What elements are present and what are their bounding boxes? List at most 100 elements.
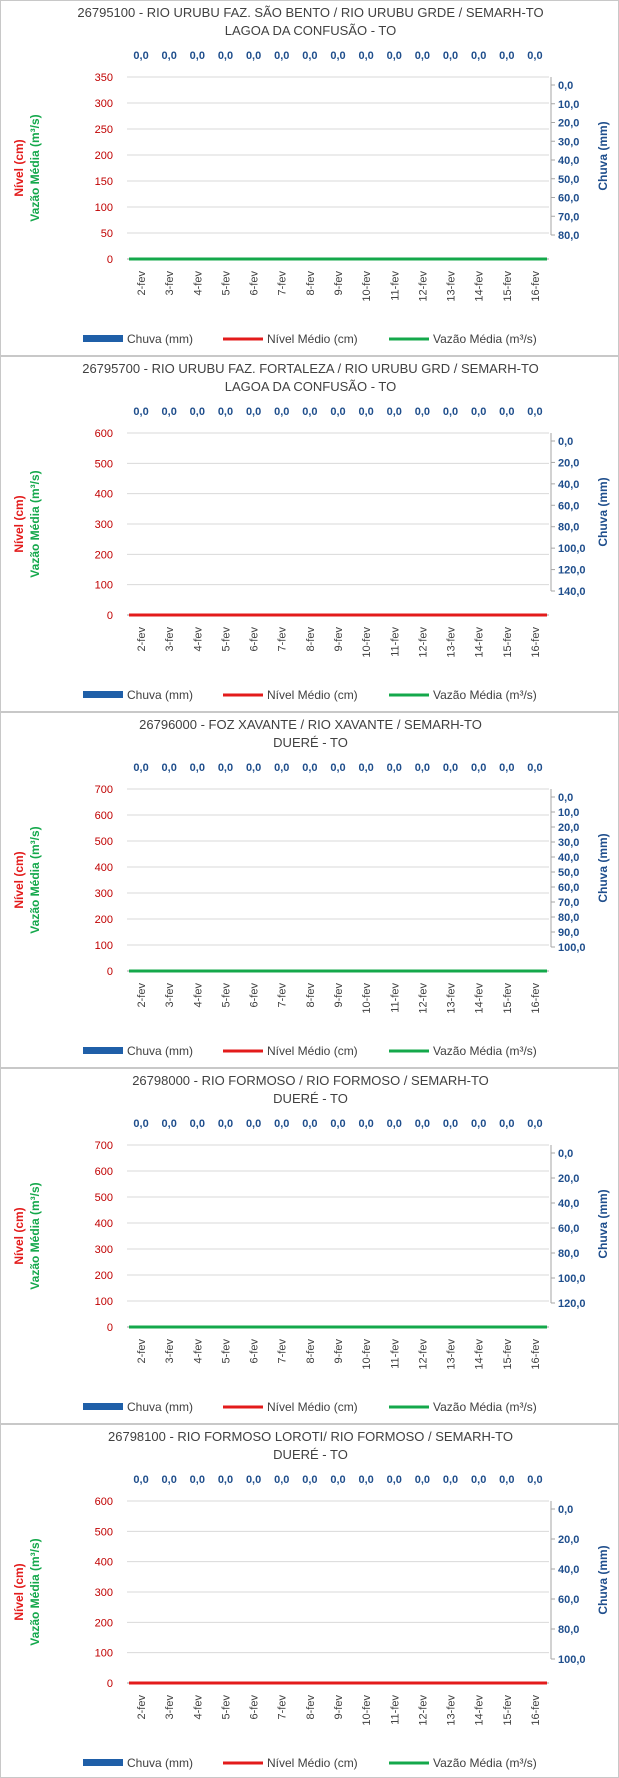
y-right-tick-label: 80,0 — [558, 912, 579, 924]
legend-swatch-chuva — [83, 1403, 123, 1410]
x-tick-label: 3-fev — [164, 271, 176, 296]
x-tick-label: 9-fev — [333, 271, 345, 296]
x-tick-label: 12-fev — [417, 1695, 429, 1726]
data-label: 0,0 — [190, 406, 205, 418]
x-tick-label: 7-fev — [277, 983, 289, 1008]
x-tick-label: 6-fev — [249, 983, 261, 1008]
y-left-tick-label: 100 — [95, 940, 113, 952]
data-label: 0,0 — [443, 1474, 458, 1486]
y-right-tick-label: 40,0 — [558, 155, 579, 167]
x-tick-label: 15-fev — [502, 627, 514, 658]
chart-panel: 26798000 - RIO FORMOSO / RIO FORMOSO / S… — [0, 1068, 619, 1424]
x-tick-label: 16-fev — [530, 1339, 542, 1370]
data-label: 0,0 — [387, 50, 402, 62]
y-left-tick-label: 600 — [95, 810, 113, 822]
data-label: 0,0 — [499, 1118, 514, 1130]
data-label: 0,0 — [499, 762, 514, 774]
y-right-tick-label: 80,0 — [558, 522, 579, 534]
data-label: 0,0 — [443, 1118, 458, 1130]
y-left-tick-label: 200 — [95, 549, 113, 561]
x-tick-label: 3-fev — [164, 983, 176, 1008]
y-right-tick-label: 10,0 — [558, 99, 579, 111]
y-left-tick-label: 100 — [95, 580, 113, 592]
y-left-tick-label: 100 — [95, 1648, 113, 1660]
data-label: 0,0 — [133, 1474, 148, 1486]
x-tick-label: 12-fev — [417, 983, 429, 1014]
data-label: 0,0 — [330, 1474, 345, 1486]
data-label: 0,0 — [387, 406, 402, 418]
x-tick-label: 5-fev — [220, 1695, 232, 1720]
y-left-tick-label: 500 — [95, 836, 113, 848]
x-tick-label: 3-fev — [164, 1695, 176, 1720]
x-tick-label: 16-fev — [530, 1695, 542, 1726]
y-right-tick-label: 20,0 — [558, 1534, 579, 1546]
data-label: 0,0 — [499, 406, 514, 418]
data-label: 0,0 — [218, 762, 233, 774]
data-label: 0,0 — [190, 50, 205, 62]
x-tick-label: 13-fev — [446, 983, 458, 1014]
data-label: 0,0 — [274, 762, 289, 774]
data-label: 0,0 — [302, 762, 317, 774]
x-tick-label: 8-fev — [305, 1339, 317, 1364]
x-tick-label: 15-fev — [502, 1695, 514, 1726]
data-label: 0,0 — [499, 50, 514, 62]
y-left-tick-label: 300 — [95, 888, 113, 900]
y-right-tick-label: 60,0 — [558, 1223, 579, 1235]
x-tick-label: 10-fev — [361, 271, 373, 302]
legend-label: Nível Médio (cm) — [267, 688, 358, 702]
y-left-tick-label: 200 — [95, 1617, 113, 1629]
x-tick-label: 4-fev — [192, 271, 204, 296]
data-label: 0,0 — [218, 1474, 233, 1486]
x-tick-label: 2-fev — [136, 271, 148, 296]
chart-title: 26798100 - RIO FORMOSO LOROTI/ RIO FORMO… — [108, 1429, 513, 1444]
y-right-title: Chuva (mm) — [596, 477, 610, 546]
y-left-tick-label: 150 — [95, 176, 113, 188]
y-left-tick-label: 100 — [95, 202, 113, 214]
data-label: 0,0 — [415, 1474, 430, 1486]
y-right-tick-label: 90,0 — [558, 927, 579, 939]
x-tick-label: 8-fev — [305, 627, 317, 652]
y-right-tick-label: 20,0 — [558, 457, 579, 469]
data-label: 0,0 — [133, 1118, 148, 1130]
x-tick-label: 4-fev — [192, 983, 204, 1008]
legend-label: Vazão Média (m³/s) — [433, 332, 537, 346]
data-label: 0,0 — [302, 1118, 317, 1130]
data-label: 0,0 — [302, 406, 317, 418]
legend-label: Vazão Média (m³/s) — [433, 1756, 537, 1770]
y-left-tick-label: 400 — [95, 1557, 113, 1569]
x-tick-label: 13-fev — [446, 271, 458, 302]
x-tick-label: 11-fev — [389, 627, 401, 657]
legend-label: Vazão Média (m³/s) — [433, 688, 537, 702]
x-tick-label: 13-fev — [446, 1695, 458, 1726]
data-label: 0,0 — [443, 762, 458, 774]
x-tick-label: 11-fev — [389, 271, 401, 301]
y-left-title: Nível (cm) — [12, 139, 26, 196]
legend-swatch-chuva — [83, 691, 123, 698]
data-label: 0,0 — [499, 1474, 514, 1486]
legend-swatch-chuva — [83, 335, 123, 342]
x-tick-label: 4-fev — [192, 627, 204, 652]
x-tick-label: 14-fev — [474, 271, 486, 302]
y-left-title: Nível (cm) — [12, 1563, 26, 1620]
data-label: 0,0 — [330, 50, 345, 62]
data-label: 0,0 — [162, 1474, 177, 1486]
y-right-title: Chuva (mm) — [596, 1189, 610, 1258]
x-tick-label: 2-fev — [136, 983, 148, 1008]
y-left-title: Vazão Média (m³/s) — [28, 826, 42, 933]
x-tick-label: 14-fev — [474, 1339, 486, 1370]
data-label: 0,0 — [330, 1118, 345, 1130]
y-right-tick-label: 30,0 — [558, 837, 579, 849]
legend-label: Nível Médio (cm) — [267, 1044, 358, 1058]
y-left-tick-label: 400 — [95, 489, 113, 501]
data-label: 0,0 — [274, 1118, 289, 1130]
x-tick-label: 9-fev — [333, 627, 345, 652]
y-right-tick-label: 100,0 — [558, 1273, 586, 1285]
y-left-tick-label: 600 — [95, 1496, 113, 1508]
y-right-tick-label: 100,0 — [558, 942, 586, 954]
y-left-title: Nível (cm) — [12, 495, 26, 552]
y-right-tick-label: 50,0 — [558, 174, 579, 186]
x-tick-label: 5-fev — [220, 1339, 232, 1364]
legend-label: Vazão Média (m³/s) — [433, 1400, 537, 1414]
x-tick-label: 11-fev — [389, 1695, 401, 1725]
x-tick-label: 12-fev — [417, 1339, 429, 1370]
